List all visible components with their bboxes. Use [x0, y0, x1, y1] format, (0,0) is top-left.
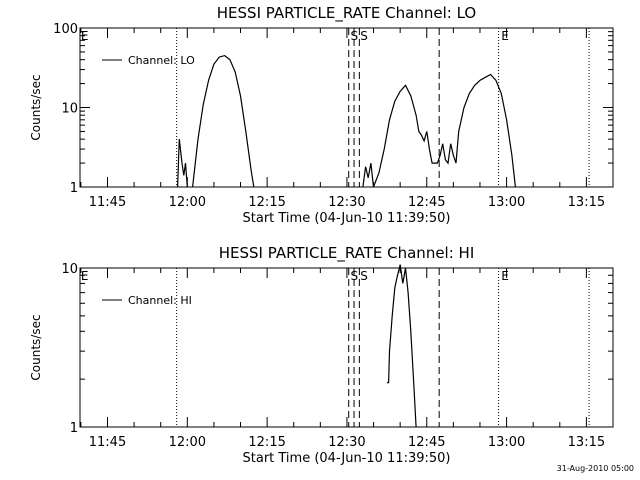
panel1-x-tick-label: 12:30	[328, 195, 365, 210]
panel1-x-axis-label: Start Time (04-Jun-10 11:39:50)	[243, 211, 451, 226]
panel2-y-axis-label: Counts/sec	[29, 314, 43, 380]
panel2-event-marker-s: S	[350, 269, 358, 283]
panel1-x-tick-label: 12:00	[169, 195, 206, 210]
panel1-x-tick-label: 13:15	[568, 195, 605, 210]
panel1-chart-title: HESSI PARTICLE_RATE Channel: LO	[217, 4, 476, 23]
panel1-legend-label: Channel: LO	[128, 54, 195, 67]
panel2-chart-title: HESSI PARTICLE_RATE Channel: HI	[219, 244, 475, 263]
panel2-x-tick-label: 12:15	[248, 435, 285, 450]
panel1-x-tick-label: 13:00	[488, 195, 525, 210]
panel2-x-tick-label: 11:45	[89, 435, 126, 450]
panel2-data-line-segment	[386, 264, 417, 428]
panel1-event-marker-e: E	[81, 29, 89, 43]
panel1-x-tick-label: 12:45	[408, 195, 445, 210]
panel1-plot-frame	[79, 27, 614, 188]
panel1-data-line-segment	[177, 139, 188, 188]
panel1-y-tick-label: 100	[53, 22, 78, 37]
panel2-legend-label: Channel: HI	[128, 294, 192, 307]
panel2-plot-frame	[79, 267, 614, 428]
footer-timestamp: 31-Aug-2010 05:00	[556, 464, 634, 473]
panel2-event-marker-e: E	[501, 269, 509, 283]
panel1-y-tick-label: 1	[70, 181, 78, 196]
panel1-event-marker-s: S	[350, 29, 358, 43]
panel2-x-tick-label: 12:45	[408, 435, 445, 450]
panel1-event-marker-s: S	[360, 29, 368, 43]
panel2-event-marker-s: S	[360, 269, 368, 283]
panel2-x-tick-label: 13:15	[568, 435, 605, 450]
panel1-data-line-segment	[192, 54, 255, 188]
panel2-x-tick-label: 13:00	[488, 435, 525, 450]
panel1-event-marker-e: E	[501, 29, 509, 43]
panel1-y-axis-label: Counts/sec	[29, 74, 43, 140]
panel2-y-tick-label: 1	[70, 421, 78, 436]
panel1-x-tick-label: 11:45	[89, 195, 126, 210]
panel2-y-tick-label: 10	[61, 262, 78, 277]
panel2-x-tick-label: 12:30	[328, 435, 365, 450]
panel2-x-tick-label: 12:00	[169, 435, 206, 450]
panel2-x-axis-label: Start Time (04-Jun-10 11:39:50)	[243, 451, 451, 466]
panel1-x-tick-label: 12:15	[248, 195, 285, 210]
panel2-event-marker-e: E	[81, 269, 89, 283]
panel1-y-tick-label: 10	[61, 102, 78, 117]
panel1-data-line-segment	[362, 73, 516, 188]
